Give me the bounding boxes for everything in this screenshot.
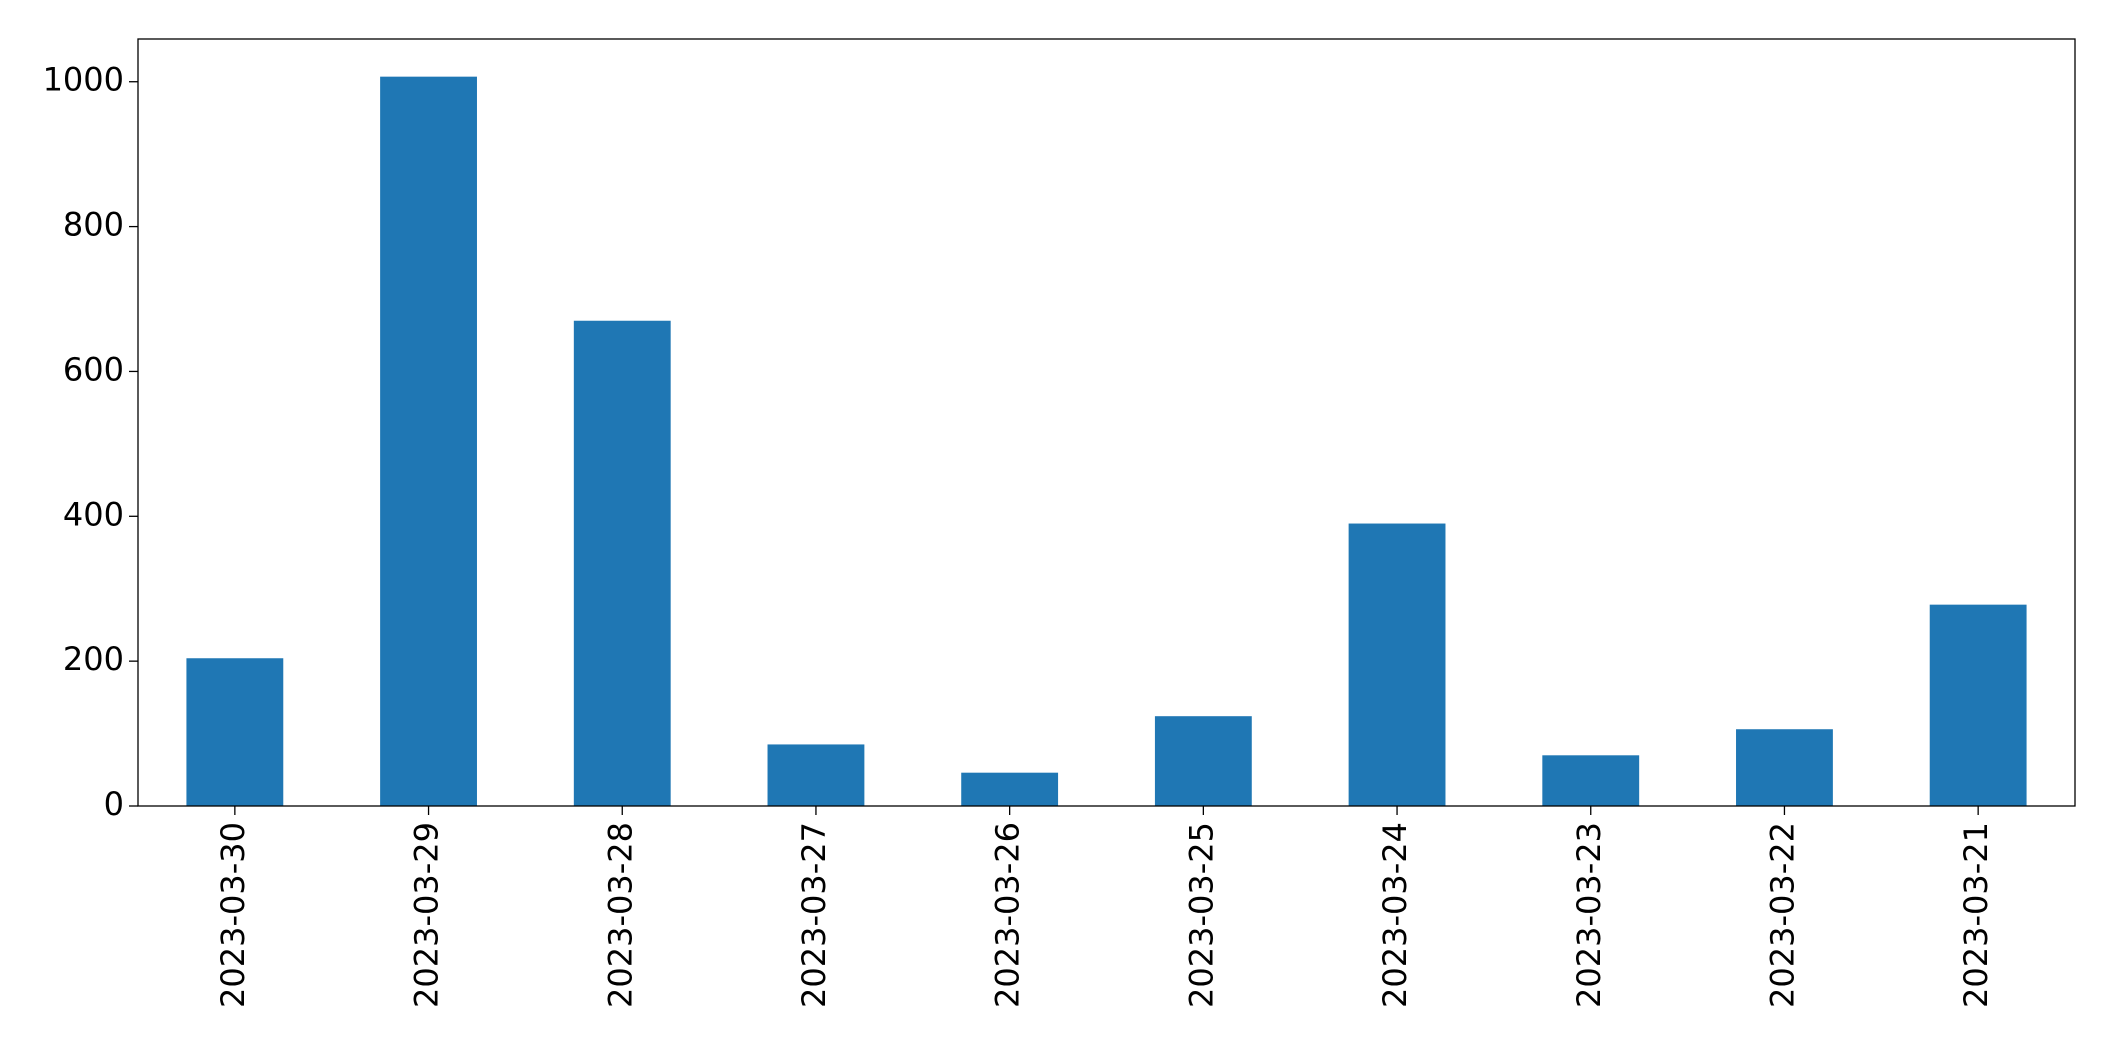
x-tick-label: 2023-03-28: [601, 822, 639, 1008]
x-tick-label: 2023-03-25: [1182, 822, 1220, 1008]
x-tick-label: 2023-03-24: [1376, 822, 1414, 1008]
y-tick-label: 0: [104, 785, 124, 823]
bar: [573, 320, 671, 806]
bar: [1736, 729, 1833, 806]
bar: [186, 658, 284, 806]
y-tick-label: 600: [63, 350, 124, 388]
y-tick-label: 1000: [43, 61, 124, 99]
y-tick-label: 400: [63, 495, 124, 533]
bar: [1348, 523, 1446, 806]
y-tick-label: 200: [63, 640, 124, 678]
bar: [961, 772, 1059, 806]
x-tick-label: 2023-03-30: [214, 822, 252, 1008]
y-tick-label: 800: [63, 206, 124, 244]
bar: [380, 76, 477, 807]
bar: [1542, 755, 1640, 806]
x-tick-label: 2023-03-21: [1957, 822, 1995, 1008]
bar: [767, 744, 865, 806]
x-tick-label: 2023-03-23: [1570, 822, 1608, 1008]
bar: [1929, 604, 2027, 806]
plot-frame: [137, 38, 2076, 807]
x-tick-label: 2023-03-27: [795, 822, 833, 1008]
x-tick-label: 2023-03-26: [989, 822, 1027, 1008]
x-tick-label: 2023-03-29: [408, 822, 446, 1008]
bar: [1154, 716, 1252, 806]
x-tick-label: 2023-03-22: [1763, 822, 1801, 1008]
